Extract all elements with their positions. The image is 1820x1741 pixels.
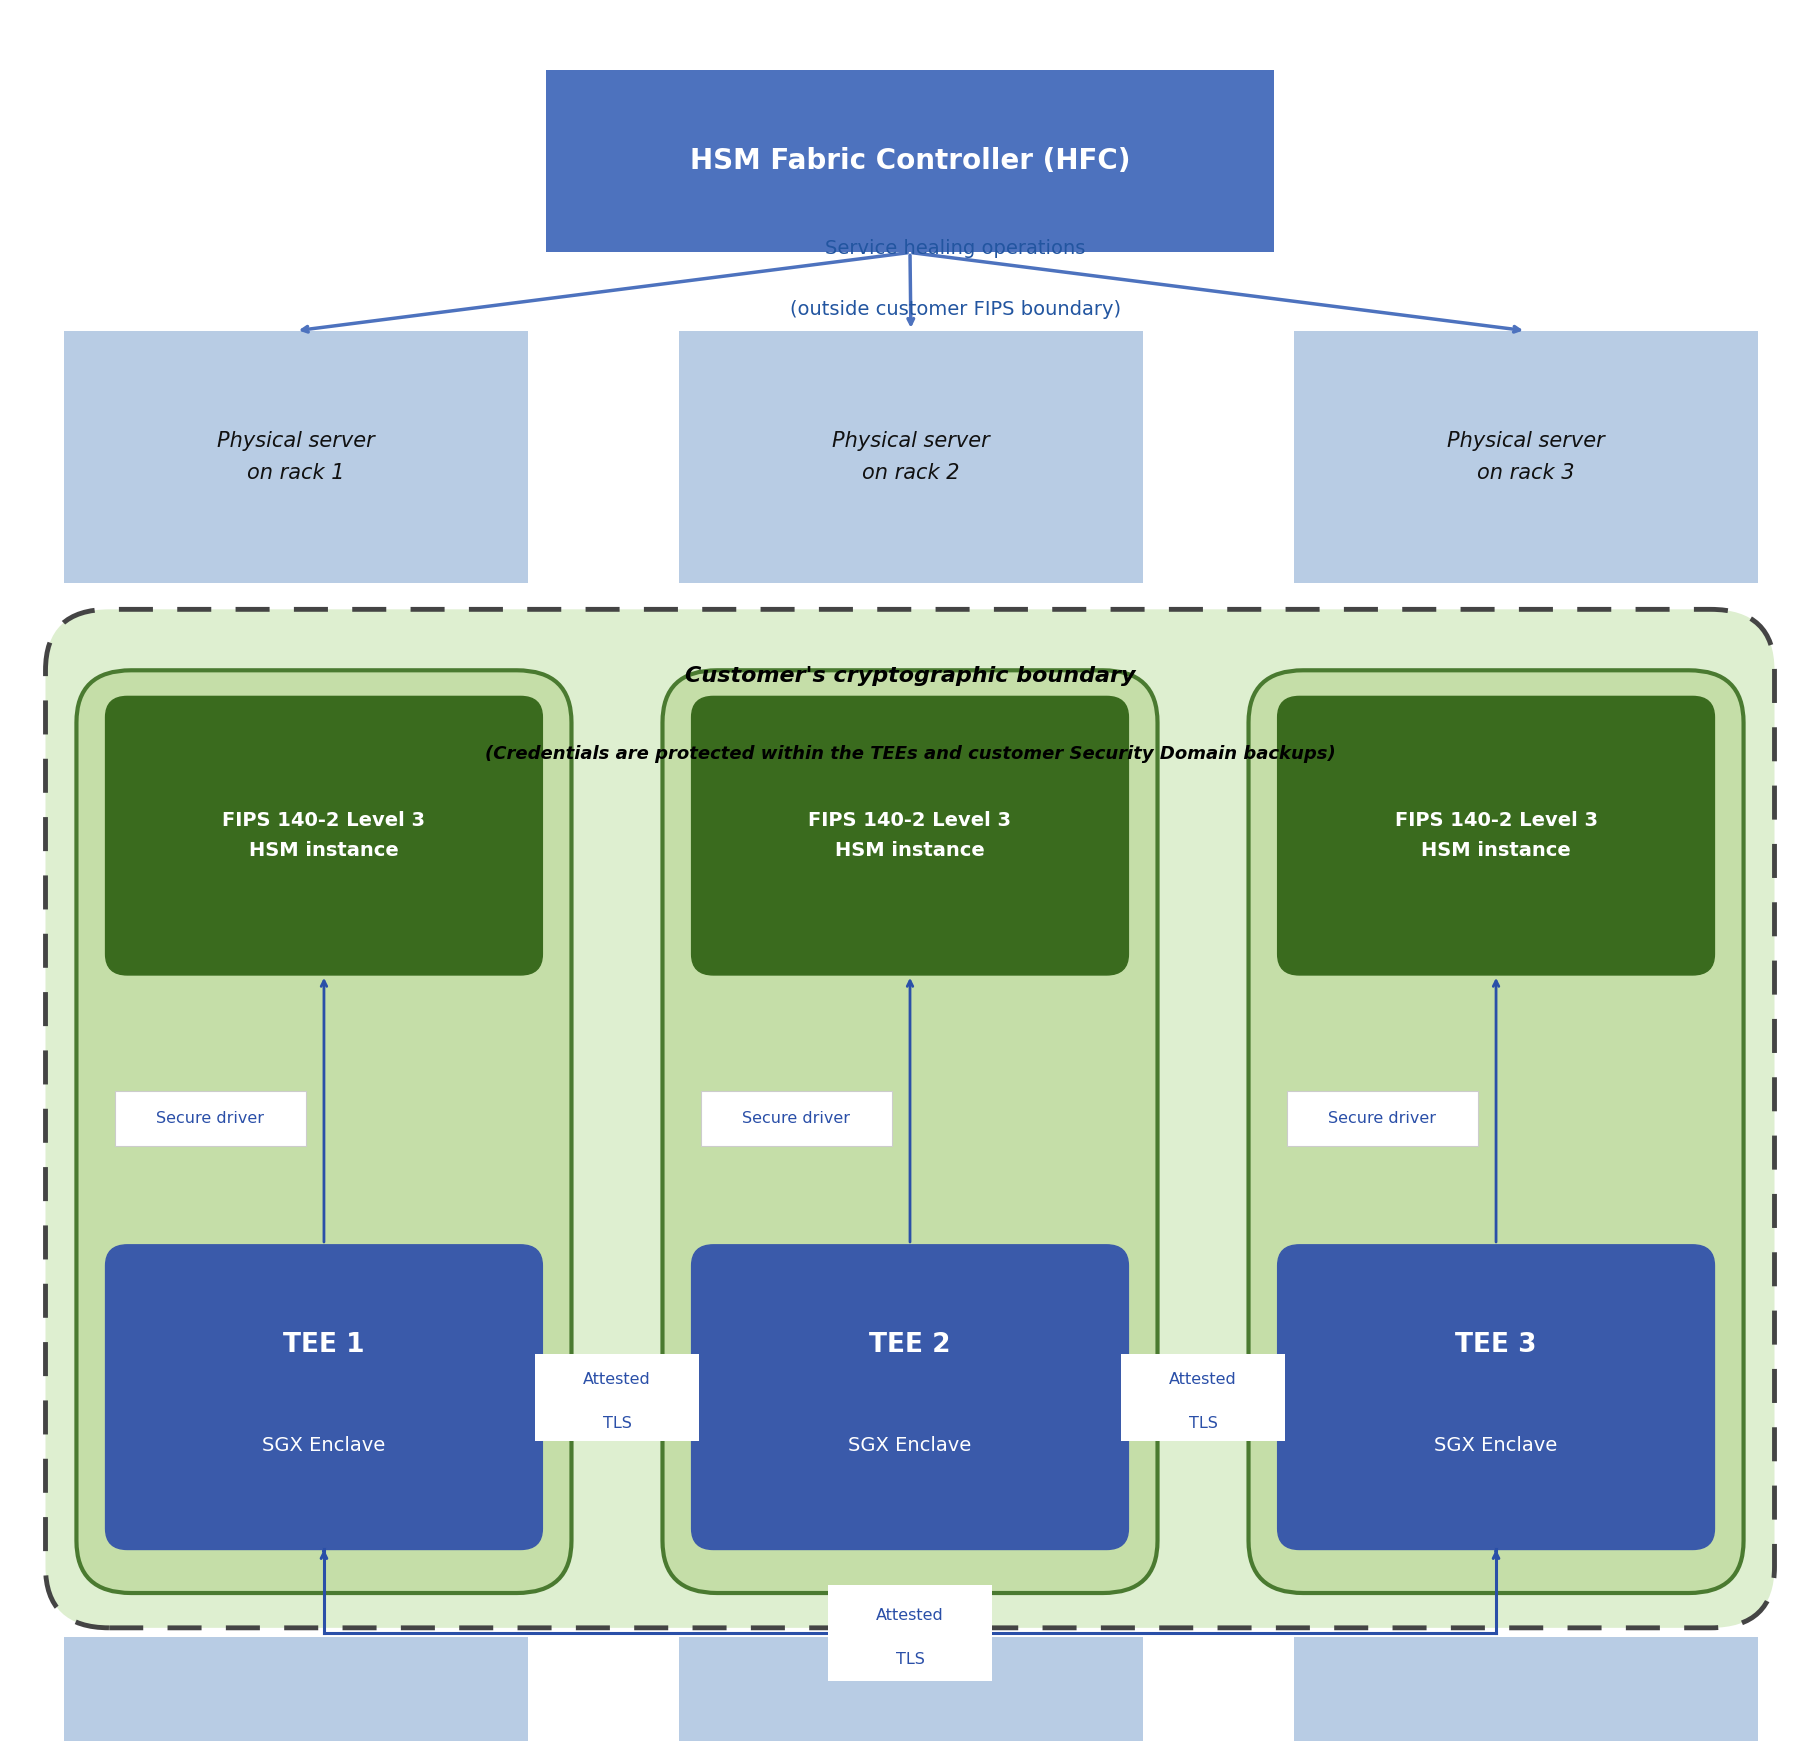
FancyBboxPatch shape xyxy=(679,331,1143,583)
Text: Secure driver: Secure driver xyxy=(1329,1111,1436,1126)
FancyBboxPatch shape xyxy=(106,1245,542,1549)
Text: TEE 3: TEE 3 xyxy=(1456,1332,1536,1358)
Text: Physical server
on rack 2: Physical server on rack 2 xyxy=(832,432,990,482)
FancyBboxPatch shape xyxy=(64,331,528,583)
FancyBboxPatch shape xyxy=(828,1584,992,1682)
FancyBboxPatch shape xyxy=(1287,1090,1478,1147)
Text: (outside customer FIPS boundary): (outside customer FIPS boundary) xyxy=(790,299,1121,319)
Text: Physical server
on rack 1: Physical server on rack 1 xyxy=(217,432,375,482)
Text: HSM Fabric Controller (HFC): HSM Fabric Controller (HFC) xyxy=(690,146,1130,176)
Text: (Credentials are protected within the TEEs and customer Security Domain backups): (Credentials are protected within the TE… xyxy=(484,745,1336,763)
Text: FIPS 140-2 Level 3
HSM instance: FIPS 140-2 Level 3 HSM instance xyxy=(1394,811,1598,860)
Text: TLS: TLS xyxy=(895,1652,925,1666)
FancyBboxPatch shape xyxy=(679,1637,1143,1741)
FancyBboxPatch shape xyxy=(1294,1637,1758,1741)
FancyBboxPatch shape xyxy=(46,609,1774,1628)
Text: Attested: Attested xyxy=(1168,1372,1238,1388)
FancyBboxPatch shape xyxy=(692,696,1128,975)
FancyBboxPatch shape xyxy=(1294,331,1758,583)
Text: Attested: Attested xyxy=(875,1609,945,1623)
FancyBboxPatch shape xyxy=(64,1637,528,1741)
FancyBboxPatch shape xyxy=(76,670,571,1593)
FancyBboxPatch shape xyxy=(535,1354,699,1440)
Text: SGX Enclave: SGX Enclave xyxy=(848,1436,972,1455)
FancyBboxPatch shape xyxy=(701,1090,892,1147)
FancyBboxPatch shape xyxy=(1278,1245,1714,1549)
Text: FIPS 140-2 Level 3
HSM instance: FIPS 140-2 Level 3 HSM instance xyxy=(222,811,426,860)
FancyBboxPatch shape xyxy=(1249,670,1744,1593)
Text: FIPS 140-2 Level 3
HSM instance: FIPS 140-2 Level 3 HSM instance xyxy=(808,811,1012,860)
Text: SGX Enclave: SGX Enclave xyxy=(1434,1436,1558,1455)
Text: Customer's cryptographic boundary: Customer's cryptographic boundary xyxy=(684,665,1136,686)
Text: SGX Enclave: SGX Enclave xyxy=(262,1436,386,1455)
Text: TLS: TLS xyxy=(602,1415,632,1431)
Text: Service healing operations: Service healing operations xyxy=(824,239,1087,258)
Text: TEE 2: TEE 2 xyxy=(870,1332,950,1358)
Text: Physical server
on rack 3: Physical server on rack 3 xyxy=(1447,432,1605,482)
FancyBboxPatch shape xyxy=(106,696,542,975)
FancyBboxPatch shape xyxy=(115,1090,306,1147)
Text: Attested: Attested xyxy=(582,1372,652,1388)
FancyBboxPatch shape xyxy=(692,1245,1128,1549)
Text: Secure driver: Secure driver xyxy=(743,1111,850,1126)
FancyBboxPatch shape xyxy=(1121,1354,1285,1440)
Text: TLS: TLS xyxy=(1188,1415,1218,1431)
Text: Secure driver: Secure driver xyxy=(157,1111,264,1126)
Text: TEE 1: TEE 1 xyxy=(284,1332,364,1358)
FancyBboxPatch shape xyxy=(546,70,1274,252)
FancyBboxPatch shape xyxy=(662,670,1158,1593)
FancyBboxPatch shape xyxy=(1278,696,1714,975)
